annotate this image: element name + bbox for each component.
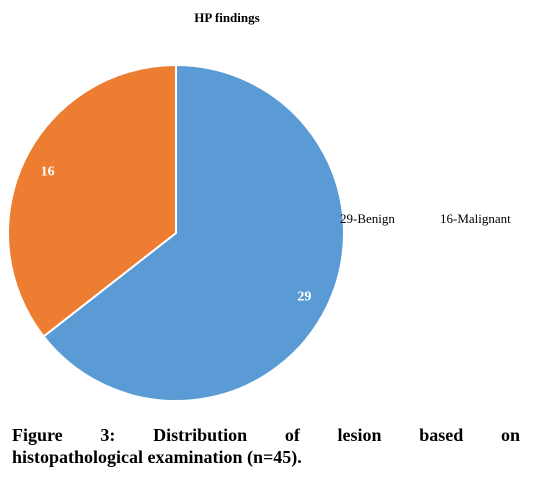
chart-title: HP findings	[194, 10, 259, 25]
caption-word: based	[419, 425, 464, 445]
data-labels: 29 16	[41, 164, 312, 304]
pie-slices	[7, 63, 345, 402]
caption-line-1: Figure 3: Distribution of lesion based o…	[12, 424, 520, 446]
pie-chart: HP findings 29 16 29-Benign 16-Malignant	[7, 10, 511, 402]
data-label-benign: 29	[297, 290, 311, 305]
caption-word: 3:	[100, 425, 116, 445]
pie-slice-malignant	[7, 63, 177, 338]
caption-word: on	[500, 425, 520, 445]
pie-slice-benign	[42, 63, 345, 402]
legend-entry-benign: 29-Benign	[340, 211, 395, 226]
caption-word: Figure	[12, 425, 63, 445]
figure-caption: Figure 3: Distribution of lesion based o…	[12, 424, 520, 468]
caption-word: of	[284, 425, 300, 445]
caption-word: Distribution	[153, 425, 248, 445]
caption-line-2: histopathological examination (n=45).	[12, 447, 302, 467]
legend-entry-malignant: 16-Malignant	[440, 211, 511, 226]
data-label-malignant: 16	[41, 164, 55, 179]
caption-word: lesion	[337, 425, 382, 445]
